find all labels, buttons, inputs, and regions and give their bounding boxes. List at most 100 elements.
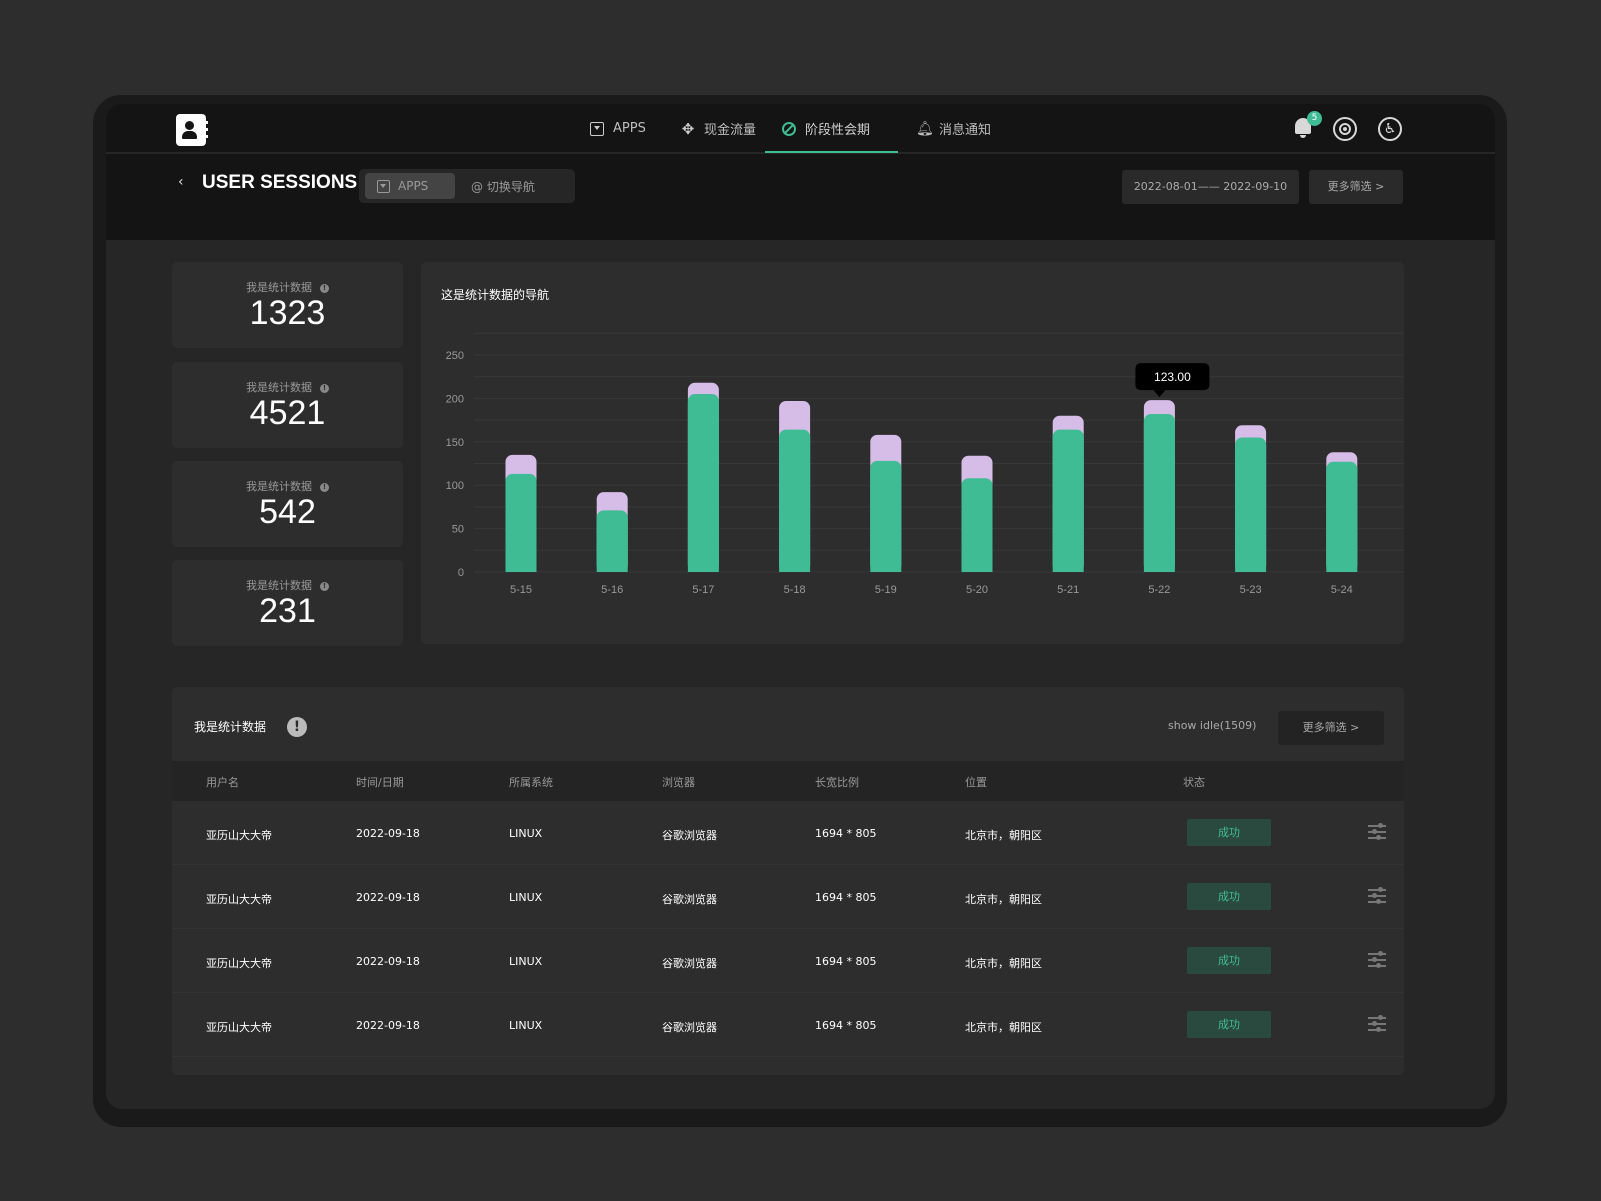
bar-segment-fill bbox=[961, 486, 993, 572]
column-header[interactable]: 所属系统 bbox=[509, 776, 553, 789]
y-tick-label: 200 bbox=[446, 393, 464, 405]
bar-segment-fill bbox=[1143, 422, 1175, 572]
table-cell: LINUX bbox=[509, 891, 543, 904]
table-row[interactable]: 亚历山大大帝 2022-09-18 LINUX 谷歌浏览器 1694 * 805 北京市，… bbox=[172, 865, 1404, 929]
x-tick-label: 5-19 bbox=[875, 584, 897, 596]
ban-icon bbox=[782, 121, 796, 136]
table-title: 我是统计数据 bbox=[194, 720, 267, 734]
y-tick-label: 250 bbox=[446, 350, 464, 362]
stat-label: 我是统计数据 bbox=[246, 480, 312, 493]
stat-card: 我是统计数据! 1323 bbox=[172, 262, 403, 348]
row-settings-sliders-icon[interactable] bbox=[1368, 823, 1386, 841]
table-row[interactable]: 亚历山大大帝 2022-09-18 LINUX 谷歌浏览器 1694 * 805 北京市，… bbox=[172, 929, 1404, 993]
stat-card: 我是统计数据! 231 bbox=[172, 560, 403, 646]
status-badge: 成功 bbox=[1187, 883, 1271, 910]
x-tick-label: 5-16 bbox=[601, 584, 623, 596]
stat-value: 542 bbox=[259, 493, 316, 531]
seg-apps-label: APPS bbox=[398, 179, 429, 193]
bar-segment-fill bbox=[1052, 437, 1084, 572]
table-cell: LINUX bbox=[509, 827, 543, 840]
column-header[interactable]: 状态 bbox=[1183, 776, 1205, 789]
table-row[interactable]: 亚历山大大帝 2022-09-18 LINUX 谷歌浏览器 1694 * 805 北京市，… bbox=[172, 801, 1404, 865]
info-icon[interactable]: ! bbox=[320, 383, 329, 393]
stat-label: 我是统计数据 bbox=[246, 579, 312, 592]
chart-tooltip bbox=[1135, 363, 1210, 391]
table-cell: 2022-09-18 bbox=[356, 1019, 420, 1032]
table-cell: LINUX bbox=[509, 955, 543, 968]
x-tick-label: 5-17 bbox=[692, 584, 714, 596]
bar-segment-fill bbox=[596, 518, 628, 572]
x-tick-label: 5-22 bbox=[1148, 584, 1170, 596]
move-icon: ✥ bbox=[681, 119, 695, 138]
table-cell: 1694 * 805 bbox=[815, 891, 877, 904]
x-tick-label: 5-18 bbox=[784, 584, 806, 596]
column-header[interactable]: 浏览器 bbox=[662, 776, 695, 789]
nav-item-apps[interactable]: APPS bbox=[590, 104, 646, 153]
chart-card: 这是统计数据的导航 0 50 100 150 200 250 5-15 5-16 5-17 5-1… bbox=[421, 262, 1404, 644]
table-cell: 亚历山大大帝 bbox=[206, 957, 272, 970]
table-cell: 2022-09-18 bbox=[356, 827, 420, 840]
nav-item-label: 阶段性会期 bbox=[805, 123, 871, 138]
row-settings-sliders-icon[interactable] bbox=[1368, 1015, 1386, 1033]
table-cell: 谷歌浏览器 bbox=[662, 957, 717, 970]
table-cell: 谷歌浏览器 bbox=[662, 829, 717, 842]
table-cell: 北京市，朝阳区 bbox=[965, 957, 1042, 970]
table-cell: 1694 * 805 bbox=[815, 955, 877, 968]
seg-switch-nav-button[interactable]: @ 切换导航 bbox=[471, 179, 535, 194]
column-header[interactable]: 位置 bbox=[965, 776, 987, 789]
column-header[interactable]: 时间/日期 bbox=[356, 776, 404, 789]
table-cell: 北京市，朝阳区 bbox=[965, 1021, 1042, 1034]
column-header[interactable]: 用户名 bbox=[206, 776, 239, 789]
stat-value: 231 bbox=[259, 592, 316, 630]
stat-value: 1323 bbox=[249, 294, 326, 332]
apps-icon bbox=[590, 121, 604, 136]
column-header[interactable]: 长宽比例 bbox=[815, 776, 859, 789]
contacts-logo-icon[interactable] bbox=[176, 114, 208, 146]
table-cell: LINUX bbox=[509, 1019, 543, 1032]
nav-item-label: APPS bbox=[613, 121, 646, 136]
nav-item-sessions[interactable]: 阶段性会期 bbox=[765, 104, 898, 153]
table-cell: 谷歌浏览器 bbox=[662, 1021, 717, 1034]
main-nav: APPS ✥ 现金流量 阶段性会期 🔔︎ 消息通知 bbox=[106, 104, 1495, 153]
nav-item-label: 现金流量 bbox=[704, 123, 757, 138]
stat-card: 我是统计数据! 4521 bbox=[172, 362, 403, 448]
info-icon[interactable]: ! bbox=[320, 581, 329, 591]
row-settings-sliders-icon[interactable] bbox=[1368, 951, 1386, 969]
row-settings-sliders-icon[interactable] bbox=[1368, 887, 1386, 905]
page-header: ‹ USER SESSIONS APPS @ 切换导航 2022-08-01——… bbox=[106, 154, 1495, 240]
stat-card: 我是统计数据! 542 bbox=[172, 461, 403, 547]
table-cell: 1694 * 805 bbox=[815, 1019, 877, 1032]
nav-item-label: 消息通知 bbox=[939, 123, 992, 138]
seg-apps-button[interactable]: APPS bbox=[365, 173, 455, 199]
info-icon[interactable]: ! bbox=[320, 283, 329, 293]
target-icon[interactable] bbox=[1333, 117, 1357, 141]
status-badge: 成功 bbox=[1187, 947, 1271, 974]
y-tick-label: 150 bbox=[446, 437, 464, 449]
app-screen: APPS ✥ 现金流量 阶段性会期 🔔︎ 消息通知 5 ♿︎ ‹ USER bbox=[106, 104, 1495, 1109]
bar-chart: 0 50 100 150 200 250 5-15 5-16 5-17 5-18 5-19 5-20 5… bbox=[446, 332, 1404, 596]
x-tick-label: 5-20 bbox=[966, 584, 988, 596]
table-cell: 北京市，朝阳区 bbox=[965, 893, 1042, 906]
view-switch: APPS @ 切换导航 bbox=[359, 169, 575, 203]
x-tick-label: 5-21 bbox=[1057, 584, 1079, 596]
table-more-filter-button[interactable]: 更多筛选 > bbox=[1278, 711, 1384, 745]
table-row[interactable]: 亚历山大大帝 2022-09-18 LINUX 谷歌浏览器 1694 * 805 北京市，… bbox=[172, 993, 1404, 1057]
table-cell: 亚历山大大帝 bbox=[206, 829, 272, 842]
show-idle-toggle[interactable]: show idle(1509) bbox=[1168, 719, 1257, 732]
active-tab-indicator bbox=[765, 151, 898, 153]
accessibility-icon[interactable]: ♿︎ bbox=[1378, 117, 1402, 141]
more-filter-button[interactable]: 更多筛选 > bbox=[1309, 170, 1403, 204]
table-cell: 北京市，朝阳区 bbox=[965, 829, 1042, 842]
y-tick-label: 50 bbox=[452, 524, 464, 536]
info-icon[interactable]: ! bbox=[320, 482, 329, 492]
nav-item-cashflow[interactable]: ✥ 现金流量 bbox=[681, 104, 756, 153]
date-range-picker[interactable]: 2022-08-01—— 2022-09-10 bbox=[1122, 170, 1299, 204]
alert-info-icon[interactable]: ! bbox=[287, 717, 307, 737]
chart-tooltip-value: 123.00 bbox=[1154, 370, 1191, 384]
bar-segment-fill bbox=[1326, 469, 1358, 572]
x-tick-label: 5-23 bbox=[1240, 584, 1262, 596]
nav-item-notifications[interactable]: 🔔︎ 消息通知 bbox=[916, 104, 991, 153]
back-chevron-icon[interactable]: ‹ bbox=[178, 174, 184, 190]
table-cell: 亚历山大大帝 bbox=[206, 893, 272, 906]
table-cell: 1694 * 805 bbox=[815, 827, 877, 840]
